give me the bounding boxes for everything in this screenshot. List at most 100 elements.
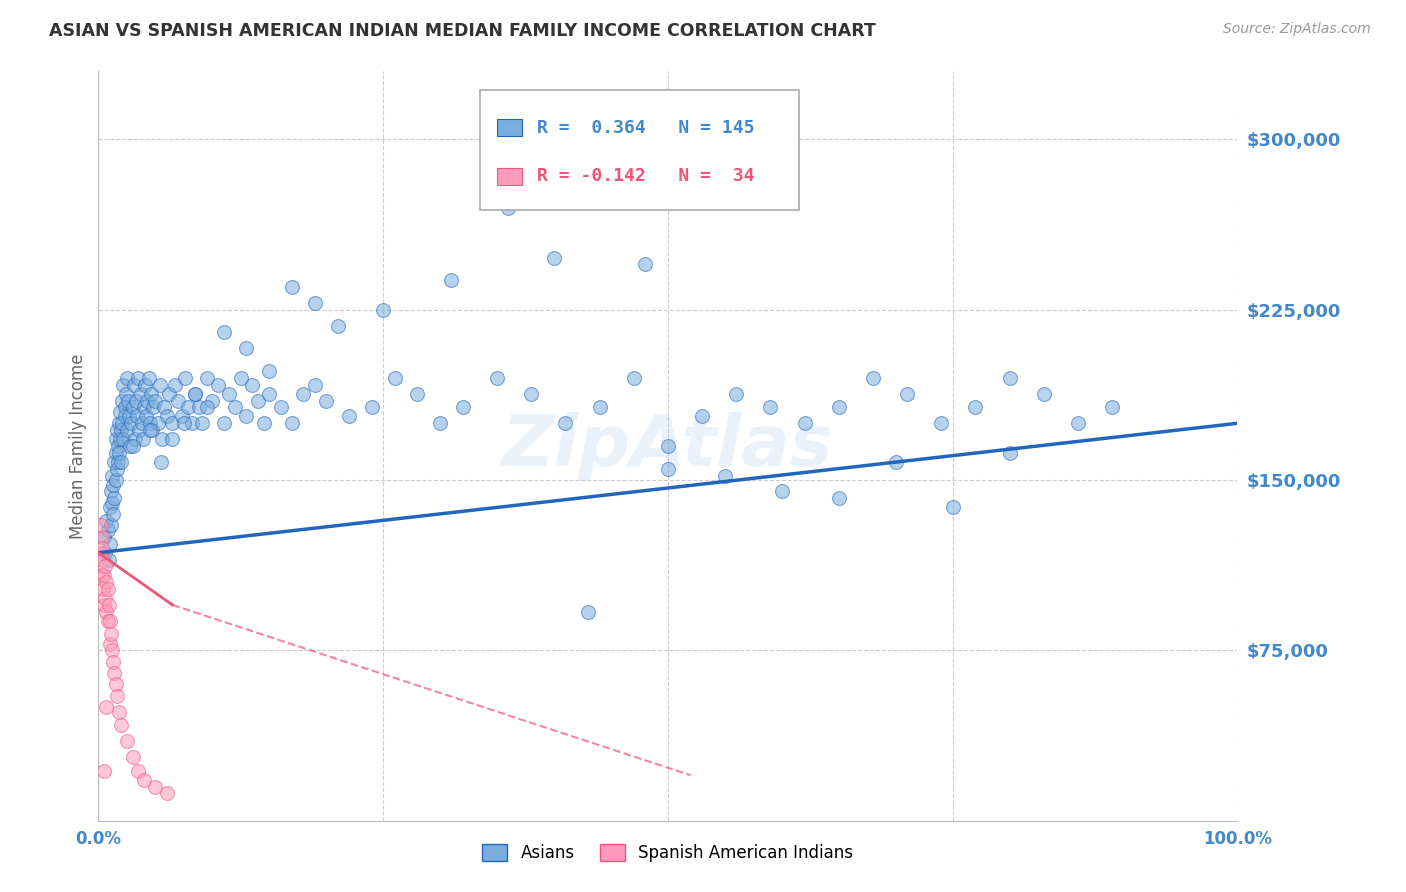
Point (212, 326, 235, 340)
FancyBboxPatch shape (479, 90, 799, 210)
Point (94, 546, 117, 560)
Point (929, 417, 952, 431)
Point (150, 432, 173, 446)
Point (180, 417, 202, 431)
Point (115, 734, 138, 748)
Point (96, 614, 118, 628)
Point (195, 371, 218, 385)
Point (184, 386, 207, 401)
Point (105, 461, 128, 475)
Point (486, 371, 509, 385)
Point (270, 401, 292, 415)
Point (121, 439, 143, 453)
Point (93, 568, 115, 582)
Point (111, 393, 134, 408)
Point (281, 417, 304, 431)
Point (862, 371, 884, 385)
Point (105, 689, 128, 703)
Point (554, 417, 576, 431)
Point (725, 386, 748, 401)
Point (998, 371, 1021, 385)
Point (121, 401, 143, 415)
Text: R = -0.142   N =  34: R = -0.142 N = 34 (537, 168, 755, 186)
Point (149, 377, 172, 392)
Point (793, 417, 815, 431)
Point (187, 401, 209, 415)
Point (96, 700, 118, 714)
Point (145, 393, 167, 408)
Point (114, 409, 136, 424)
Point (406, 386, 429, 401)
Point (1101, 401, 1123, 415)
Point (105, 423, 128, 437)
Point (212, 417, 235, 431)
Point (96, 514, 118, 528)
Point (128, 423, 150, 437)
Point (120, 417, 142, 431)
Point (96, 523, 118, 537)
Point (246, 393, 269, 408)
Point (100, 484, 122, 499)
Point (714, 468, 737, 483)
Point (104, 473, 127, 487)
Point (360, 401, 382, 415)
Point (292, 386, 315, 401)
Point (111, 417, 134, 431)
Point (690, 409, 713, 424)
Point (942, 500, 965, 515)
Point (98, 500, 121, 515)
Point (201, 393, 224, 408)
Point (132, 401, 155, 415)
Point (112, 432, 135, 446)
Point (104, 432, 127, 446)
Point (110, 718, 132, 732)
Point (138, 371, 160, 385)
Point (163, 377, 186, 392)
Point (281, 280, 304, 294)
Point (103, 491, 125, 506)
Point (146, 417, 169, 431)
Point (125, 393, 148, 408)
Point (103, 507, 125, 521)
Point (108, 705, 131, 719)
Point (100, 627, 122, 641)
Point (141, 423, 163, 437)
Text: R =  0.364   N = 145: R = 0.364 N = 145 (537, 119, 755, 136)
Point (623, 371, 645, 385)
Point (218, 386, 240, 401)
Point (103, 477, 125, 491)
Point (117, 393, 139, 408)
Point (759, 401, 782, 415)
Point (170, 409, 193, 424)
Point (191, 417, 214, 431)
Point (235, 342, 257, 356)
Point (440, 273, 463, 287)
Point (157, 386, 180, 401)
Point (153, 401, 176, 415)
Point (90, 546, 112, 560)
Point (229, 371, 252, 385)
Point (96, 605, 118, 619)
Point (136, 393, 159, 408)
Point (998, 446, 1021, 460)
Point (129, 386, 152, 401)
Text: Source: ZipAtlas.com: Source: ZipAtlas.com (1223, 22, 1371, 37)
Point (90, 541, 112, 556)
Point (107, 439, 129, 453)
Point (520, 386, 543, 401)
Point (108, 405, 131, 419)
Point (156, 786, 179, 800)
Point (96, 575, 118, 590)
Point (315, 393, 337, 408)
Point (115, 371, 138, 385)
Point (110, 423, 132, 437)
Point (252, 417, 274, 431)
Point (110, 455, 132, 469)
Point (108, 446, 131, 460)
Point (828, 491, 851, 506)
Point (138, 417, 160, 431)
Point (384, 371, 406, 385)
Point (142, 401, 165, 415)
Point (224, 401, 246, 415)
Point (240, 377, 263, 392)
